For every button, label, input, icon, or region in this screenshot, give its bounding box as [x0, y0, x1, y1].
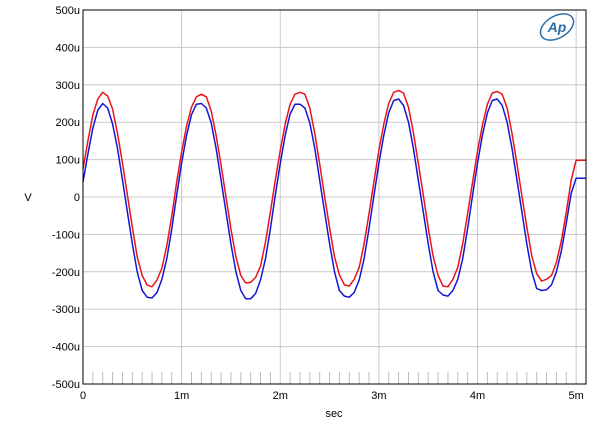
y-tick-label: -100u: [52, 229, 80, 241]
y-tick-label: 400u: [56, 42, 80, 54]
x-tick-label: 1m: [174, 390, 189, 402]
y-tick-label: 100u: [56, 155, 80, 167]
series-layer: [82, 89, 586, 300]
y-tick-label: 300u: [56, 80, 80, 92]
plot-frame: [82, 9, 587, 385]
y-tick-label: 500u: [56, 5, 80, 17]
x-tick-label: 0: [80, 390, 86, 402]
series-line-1: [82, 89, 586, 288]
x-tick-label: 4m: [470, 390, 485, 402]
x-tick-label: 2m: [273, 390, 288, 402]
x-tick-label: 3m: [371, 390, 386, 402]
y-tick-label: -400u: [52, 342, 80, 354]
ap-logo: Ap: [539, 13, 575, 41]
y-axis-label: V: [24, 192, 32, 204]
y-tick-labels: 500u 400u 300u 200u 100u 0 -100u -200u -300u -400…: [52, 5, 80, 391]
ap-logo-text: Ap: [547, 19, 567, 35]
minor-ticks: [92, 372, 567, 384]
y-tick-label: 0: [74, 192, 80, 204]
y-tick-label: 200u: [56, 117, 80, 129]
y-tick-label: -300u: [52, 304, 80, 316]
series-line-2: [82, 98, 586, 300]
x-tick-label: 5m: [568, 390, 583, 402]
x-tick-labels: 0 1m 2m 3m 4m 5m: [80, 390, 584, 402]
y-tick-label: -200u: [52, 267, 80, 279]
x-axis-label: sec: [325, 408, 343, 420]
y-tick-label: -500u: [52, 379, 80, 391]
